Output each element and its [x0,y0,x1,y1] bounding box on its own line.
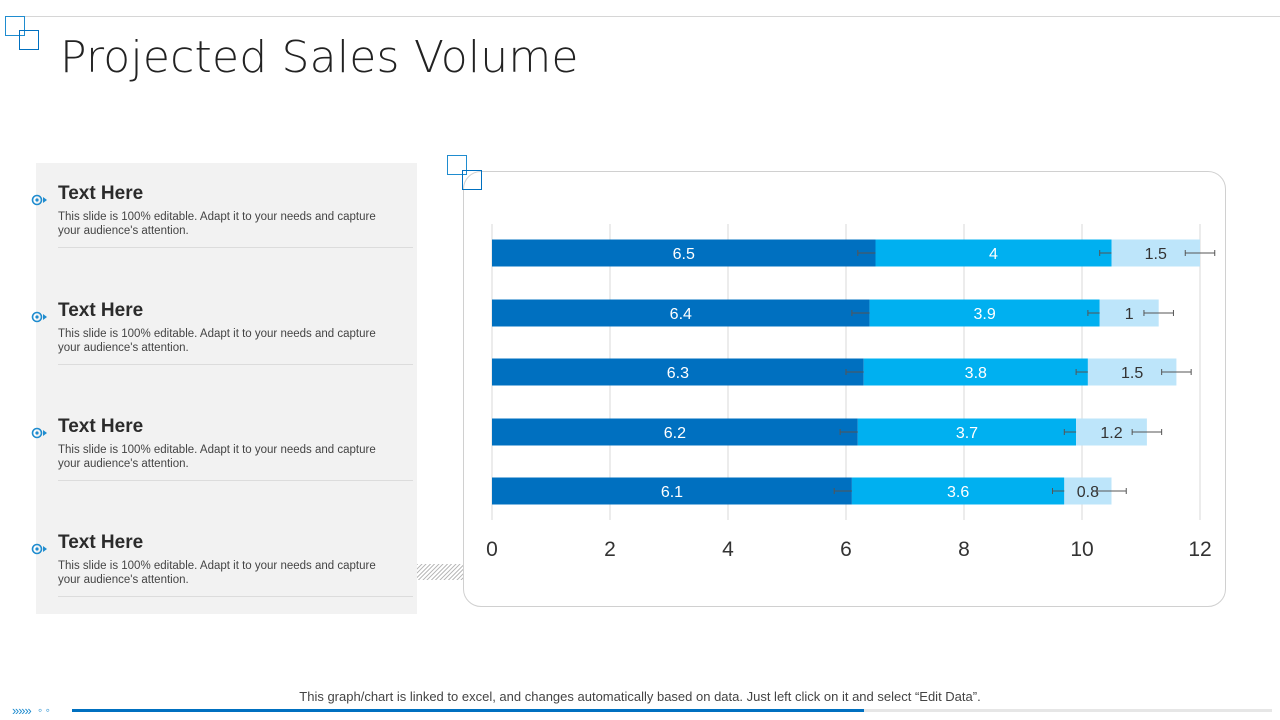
bar-segment [492,299,870,327]
bar-segment [875,239,1112,267]
item-description: This slide is 100% editable. Adapt it to… [58,328,376,354]
bar-segment [492,477,852,505]
x-tick-label: 10 [1070,538,1093,561]
data-label: 3.9 [974,306,996,323]
item-title: Text Here [58,532,144,553]
item-description: This slide is 100% editable. Adapt it to… [58,560,376,586]
progress-bar [72,709,864,712]
data-label: 4 [989,246,998,263]
data-label: 3.7 [956,425,978,442]
divider [58,364,413,365]
divider [58,247,413,248]
data-label: 6.2 [664,425,686,442]
nav-dots-icon[interactable]: ◦ ◦ [38,703,50,717]
page-title: Projected Sales Volume [60,32,579,83]
item-description: This slide is 100% editable. Adapt it to… [58,444,376,470]
item-title: Text Here [58,183,144,204]
target-arrow-icon [31,194,47,206]
bar-segment [492,239,876,267]
data-label: 6.5 [673,246,695,263]
item-title: Text Here [58,300,144,321]
data-label: 1.2 [1100,425,1122,442]
bar-segment [492,358,864,386]
data-label: 6.4 [670,306,692,323]
x-tick-label: 8 [958,538,970,561]
x-tick-label: 6 [840,538,852,561]
hatch-connector [417,564,463,580]
target-arrow-icon [31,543,47,555]
data-label: 1.5 [1121,365,1143,382]
divider [58,596,413,597]
bar-segment [869,299,1100,327]
data-label: 6.3 [667,365,689,382]
data-label: 0.8 [1077,484,1099,501]
footer-note: This graph/chart is linked to excel, and… [299,689,981,704]
bar-segment [851,477,1065,505]
x-tick-label: 0 [486,538,498,561]
divider [58,480,413,481]
data-label: 1.5 [1145,246,1167,263]
item-description: This slide is 100% editable. Adapt it to… [58,211,376,237]
item-title: Text Here [58,416,144,437]
bar-segment [492,418,858,446]
x-tick-label: 4 [722,538,734,561]
bar-segment [863,358,1088,386]
x-tick-label: 12 [1188,538,1211,561]
data-label: 1 [1125,306,1134,323]
text-panel: Text Here This slide is 100% editable. A… [31,163,417,614]
target-arrow-icon [31,427,47,439]
target-arrow-icon [31,311,47,323]
data-label: 3.8 [965,365,987,382]
data-label: 6.1 [661,484,683,501]
data-label: 3.6 [947,484,969,501]
nav-arrows-icon[interactable]: »»» [12,703,32,718]
top-rule [18,16,1280,17]
bar-segment [857,418,1077,446]
x-tick-label: 2 [604,538,616,561]
